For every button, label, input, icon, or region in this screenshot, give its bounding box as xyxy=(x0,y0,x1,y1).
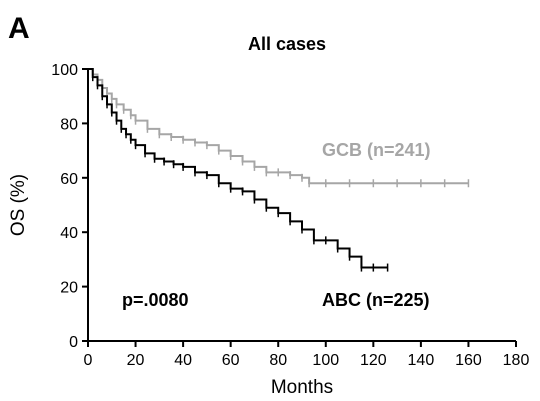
x-tick-label: 40 xyxy=(174,352,192,369)
x-tick-label: 60 xyxy=(222,352,240,369)
panel-label: A xyxy=(8,12,30,45)
x-tick-label: 20 xyxy=(127,352,145,369)
x-tick-label: 80 xyxy=(269,352,287,369)
gcb-legend-label: GCB (n=241) xyxy=(322,140,431,160)
y-tick-label: 100 xyxy=(51,62,78,79)
x-axis-label: Months xyxy=(271,377,333,398)
x-tick-label: 180 xyxy=(503,352,530,369)
p-value-annotation: p=.0080 xyxy=(122,290,189,310)
series-layer xyxy=(88,68,470,272)
ticks-layer: 0 20 40 60 80 100 120 140 160 180 0 20 40 60 80 100 xyxy=(51,62,529,369)
y-tick-label: 20 xyxy=(60,280,78,297)
abc-survival-curve xyxy=(88,68,388,269)
x-tick-label: 160 xyxy=(455,352,482,369)
y-tick-label: 80 xyxy=(60,116,78,133)
x-tick-label: 140 xyxy=(408,352,435,369)
y-tick-label: 0 xyxy=(69,334,78,351)
y-tick-label: 60 xyxy=(60,171,78,188)
x-tick-label: 0 xyxy=(84,352,93,369)
x-tick-label: 120 xyxy=(360,352,387,369)
chart-title: All cases xyxy=(248,34,326,54)
abc-legend-label: ABC (n=225) xyxy=(322,290,430,310)
y-axis-label: OS (%) xyxy=(8,174,29,236)
gcb-survival-curve xyxy=(88,68,469,185)
y-tick-label: 40 xyxy=(60,225,78,242)
x-tick-label: 100 xyxy=(312,352,339,369)
